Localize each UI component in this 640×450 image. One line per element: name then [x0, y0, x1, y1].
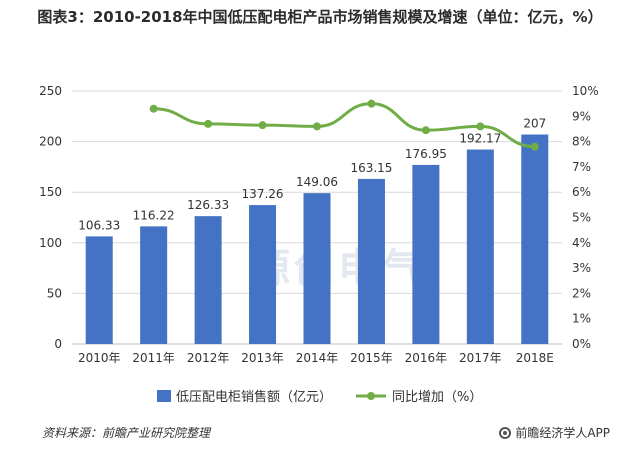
y-right-tick-label: 6%	[572, 185, 591, 199]
y-left-tick-label: 100	[39, 236, 62, 250]
y-right-tick-label: 5%	[572, 211, 591, 225]
bar-value-label: 176.95	[405, 147, 447, 161]
y-left-tick-label: 250	[39, 84, 62, 98]
bar	[303, 193, 331, 344]
bar-value-label: 137.26	[242, 187, 284, 201]
y-right-tick-label: 1%	[572, 312, 591, 326]
bar	[140, 226, 168, 344]
x-tick-label: 2016年	[405, 351, 448, 365]
growth-point	[367, 99, 376, 108]
bar	[521, 134, 549, 344]
x-tick-label: 2011年	[132, 351, 175, 365]
bar	[85, 236, 113, 344]
y-right-tick-label: 3%	[572, 261, 591, 275]
bar-value-label: 106.33	[78, 218, 120, 232]
legend-line-marker	[367, 392, 375, 400]
y-right-tick-label: 2%	[572, 286, 591, 300]
y-left-tick-label: 200	[39, 135, 62, 149]
y-left-tick-label: 0	[54, 337, 62, 351]
bar-value-label: 126.33	[187, 198, 229, 212]
x-tick-label: 2017年	[459, 351, 502, 365]
legend-line-label: 同比增加（%）	[392, 390, 482, 405]
growth-point	[476, 122, 485, 131]
bar	[249, 205, 277, 344]
brand-credit: 前瞻经济学人APP	[499, 424, 610, 441]
y-left-tick-label: 50	[47, 286, 62, 300]
growth-point	[313, 122, 321, 131]
source-note: 资料来源：前瞻产业研究院整理	[42, 426, 211, 440]
y-right-tick-label: 7%	[572, 160, 591, 174]
bar	[357, 178, 385, 344]
bar-value-label: 149.06	[296, 175, 338, 189]
x-tick-label: 2013年	[241, 351, 284, 365]
y-right-tick-label: 0%	[572, 337, 591, 351]
bar	[412, 164, 440, 344]
y-right-tick-label: 9%	[572, 109, 591, 123]
watermark: 源创电气	[250, 246, 426, 292]
x-tick-label: 2012年	[187, 351, 230, 365]
brand-logo-icon	[499, 426, 512, 439]
bar-value-label: 163.15	[350, 161, 392, 175]
growth-point	[149, 104, 158, 113]
bar-value-label: 116.22	[133, 208, 175, 222]
bar-value-label: 207	[523, 117, 546, 131]
growth-point	[204, 119, 213, 128]
growth-point	[258, 121, 267, 130]
bar	[194, 216, 222, 344]
growth-line	[153, 102, 535, 149]
x-tick-label: 2015年	[350, 351, 393, 365]
x-tick-label: 2018E	[516, 351, 554, 365]
chart-title: 图表3：2010-2018年中国低压配电柜产品市场销售规模及增速（单位：亿元，%…	[37, 8, 603, 26]
bar-value-label: 192.17	[459, 132, 501, 146]
y-right-tick-label: 8%	[572, 135, 591, 149]
x-tick-label: 2014年	[296, 351, 339, 365]
y-left-tick-label: 150	[39, 185, 62, 199]
bar	[466, 149, 494, 344]
x-tick-label: 2010年	[78, 351, 121, 365]
growth-point	[530, 142, 539, 151]
y-right-tick-label: 10%	[572, 84, 599, 98]
growth-point	[421, 126, 430, 135]
legend-bar-swatch	[157, 390, 171, 402]
brand-name: 前瞻经济学人APP	[515, 426, 610, 440]
legend-bar-label: 低压配电柜销售额（亿元）	[176, 389, 332, 405]
y-right-tick-label: 4%	[572, 236, 591, 250]
